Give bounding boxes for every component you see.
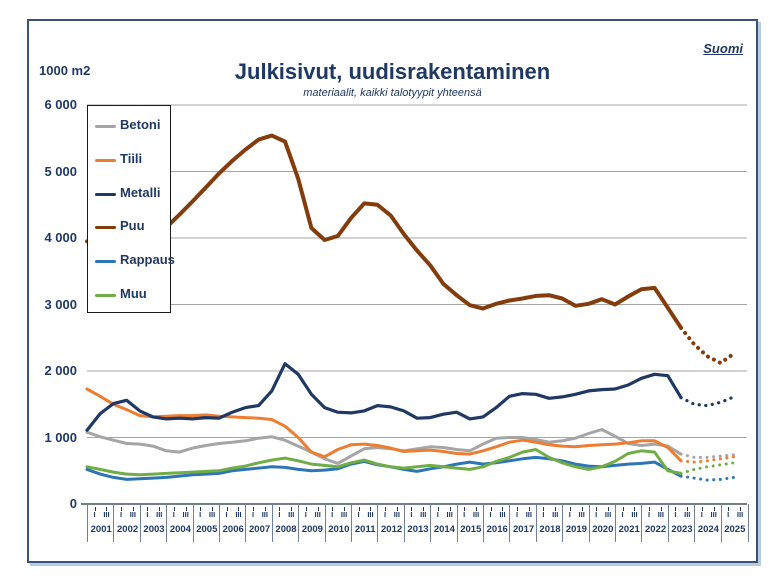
legend-swatch-icon <box>95 192 116 196</box>
legend-label: Rappaus <box>120 252 175 268</box>
chart-plot <box>81 104 747 505</box>
legend-swatch-icon <box>95 158 116 162</box>
series-line-metalli <box>85 362 683 432</box>
legend-item-metalli: Metalli <box>88 184 170 204</box>
legend-item-puu: Puu <box>88 217 170 237</box>
legend-item-rappaus: Rappaus <box>88 251 175 271</box>
legend-swatch-icon <box>95 226 116 230</box>
series-line-puu <box>85 133 683 330</box>
legend-swatch-icon <box>95 294 116 297</box>
series-line-tiili <box>85 387 683 463</box>
legend-label: Muu <box>120 286 147 301</box>
series-forecast-rappaus <box>679 474 736 482</box>
legend: Betoni Tiili Metalli Puu Rappaus Muu <box>87 105 175 313</box>
y-tick-label: 4 000 <box>44 230 77 245</box>
series-forecast-puu <box>679 325 736 365</box>
series-forecast-tiili <box>679 455 736 464</box>
legend-label: Metalli <box>120 184 161 200</box>
legend-label: Betoni <box>120 117 161 132</box>
unit-label: 1000 m2 <box>39 63 91 78</box>
legend-swatch-icon <box>95 125 116 128</box>
chart-title: Julkisivut, uudisrakentaminen <box>234 59 551 84</box>
y-tick-label: 0 <box>69 496 77 511</box>
chart-subtitle: materiaalit, kaikki talotyypit yhteensä <box>303 87 482 99</box>
y-tick-label: 2 000 <box>44 363 77 378</box>
y-tick-label: 3 000 <box>44 296 77 312</box>
series-forecast-muu <box>679 461 736 475</box>
legend-label: Puu <box>120 218 145 234</box>
figure: 1000 m2 Suomi Julkisivut, uudisrakentami… <box>27 19 758 563</box>
series-forecast-betoni <box>679 452 736 459</box>
series-forecast-metalli <box>679 395 736 408</box>
legend-label: Tiili <box>120 150 143 166</box>
legend-swatch-icon <box>95 260 116 264</box>
region-label: Suomi <box>703 41 743 56</box>
legend-item-muu: Muu <box>88 285 170 305</box>
y-axis-labels: 0 1 000 2 000 3 000 4 000 5 000 6 000 <box>29 21 83 561</box>
y-tick-label: 5 000 <box>44 163 77 179</box>
y-tick-label: 1 000 <box>44 429 77 445</box>
series-line-muu <box>85 448 683 477</box>
legend-item-tiili: Tiili <box>88 150 170 170</box>
legend-item-betoni: Betoni <box>88 116 170 136</box>
y-tick-label: 6 000 <box>44 97 77 112</box>
